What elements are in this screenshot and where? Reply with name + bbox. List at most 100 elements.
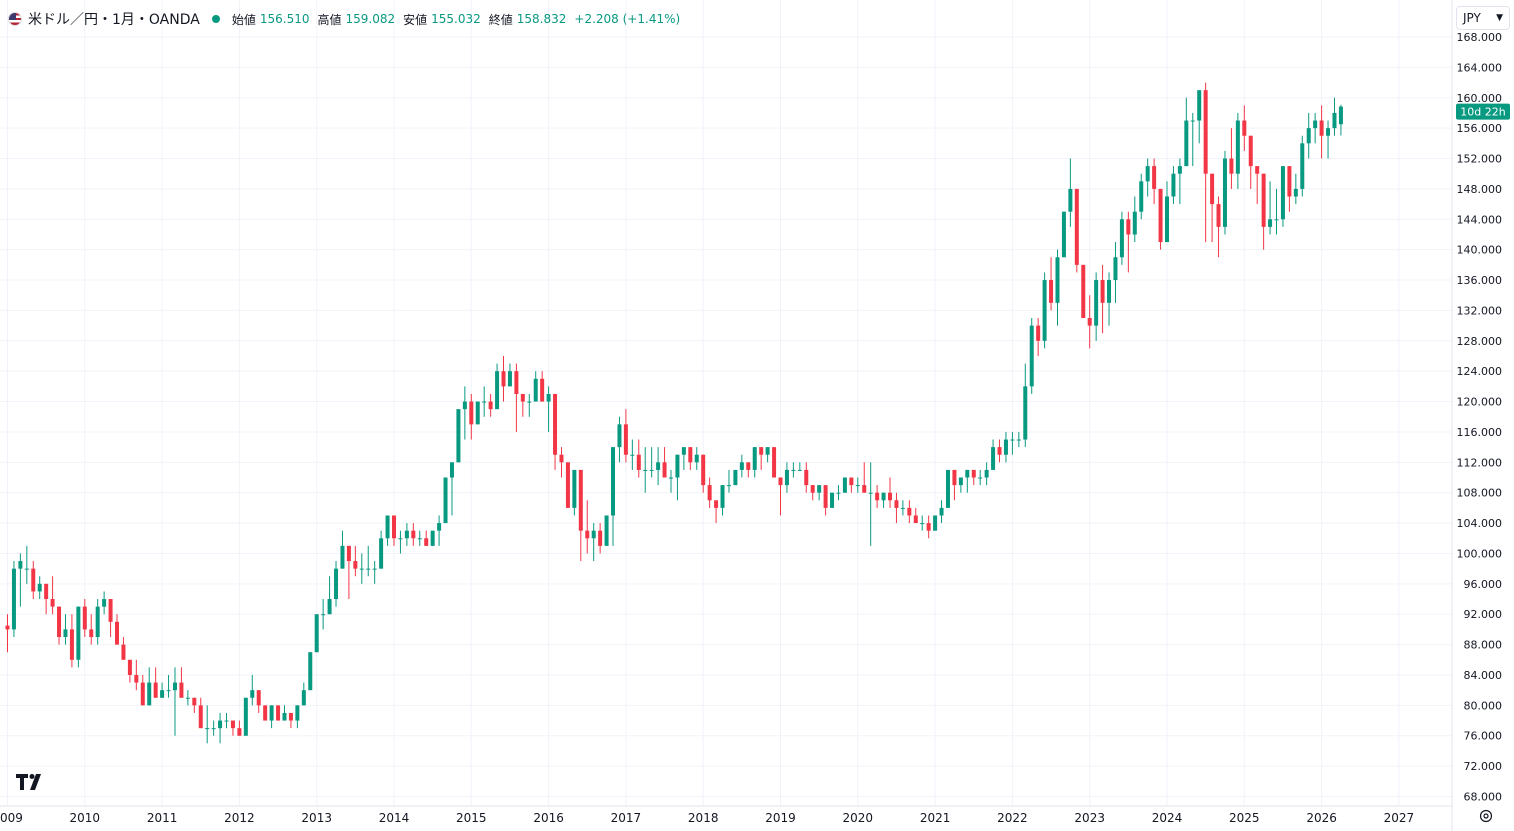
candle-body (1107, 280, 1112, 303)
time-axis[interactable]: 009 2010 2011 2012 2013 2014 2015 2016 2017 2018 2… (0, 811, 1414, 825)
candle-body (920, 523, 925, 525)
candle-body (900, 507, 905, 509)
candle-body (295, 705, 300, 721)
candle-body (1158, 188, 1163, 243)
candle-body (714, 500, 719, 508)
x-tick-label: 2023 (1074, 811, 1105, 825)
candle-body (385, 515, 390, 539)
candle-body (971, 469, 976, 478)
candle-body (1293, 188, 1298, 197)
candle-body (1119, 219, 1124, 258)
candle-body (765, 447, 770, 455)
candle-body (1087, 318, 1092, 326)
candle-body (1152, 166, 1157, 189)
close-value: 158.832 (516, 12, 567, 26)
candle-body (1165, 196, 1169, 243)
us-japan-flag-icon (8, 12, 22, 26)
y-tick-label: 92.000 (1464, 608, 1503, 621)
candle-body (1016, 439, 1021, 441)
candle-body (540, 378, 545, 402)
y-tick-label: 120.000 (1457, 396, 1503, 409)
candle-body (5, 625, 10, 630)
candle-body (720, 485, 725, 508)
candle-body (482, 401, 487, 403)
candle-body (997, 447, 1002, 455)
candle-body (527, 401, 532, 403)
candle-body (945, 469, 950, 508)
candle-body (288, 712, 293, 721)
candle-body (18, 561, 23, 569)
candle-body (688, 447, 693, 463)
y-tick-label: 72.000 (1464, 760, 1503, 773)
candle-body (507, 371, 512, 387)
candle-body (1306, 128, 1311, 144)
candle-body (1049, 280, 1054, 303)
candle-body (411, 530, 416, 539)
candle-body (1313, 120, 1318, 129)
candle-body (140, 682, 145, 706)
candle-body (424, 538, 429, 546)
candle-body (1300, 143, 1305, 189)
price-axis[interactable]: 68.000 72.000 76.000 80.000 84.000 88.000 92.0… (1457, 31, 1503, 804)
candle-body (649, 469, 654, 471)
candle-body (134, 674, 139, 683)
candle-body (198, 705, 203, 729)
candle-body (1113, 257, 1118, 281)
candle-body (823, 485, 828, 508)
tradingview-logo-icon[interactable] (16, 774, 46, 794)
candle-body (598, 530, 603, 546)
x-tick-label: 2022 (997, 811, 1028, 825)
candle-body (237, 728, 242, 736)
currency-button[interactable]: JPY ▼ (1456, 6, 1510, 30)
candle-body (520, 393, 525, 402)
candle-body (1268, 219, 1273, 227)
candle-body (533, 378, 538, 402)
candle-body (102, 599, 107, 607)
candle-body (366, 568, 371, 570)
candle-body (469, 401, 474, 425)
candle-body (553, 393, 558, 455)
candle-body (192, 697, 197, 706)
candle-body (926, 523, 931, 531)
candle-body (707, 485, 712, 501)
candle-body (1332, 112, 1337, 129)
candle-body (1287, 166, 1292, 197)
candle-body (1074, 188, 1079, 265)
candle-body (746, 462, 751, 470)
candle-body (784, 469, 789, 486)
candle-body (681, 447, 686, 455)
candle-body (95, 606, 100, 638)
candle-body (417, 538, 422, 540)
candle-body (862, 485, 867, 493)
candle-body (224, 720, 229, 722)
chart-legend: 米ドル／円・1月・OANDA 始値 156.510 高値 159.082 安値 … (8, 8, 680, 30)
candle-body (984, 469, 989, 478)
candle-body (172, 682, 177, 691)
candle-body (939, 507, 944, 516)
candle-body (462, 401, 467, 410)
x-tick-label: 2015 (456, 811, 487, 825)
candle-body (185, 697, 190, 699)
open-value: 156.510 (259, 12, 310, 26)
symbol-title[interactable]: 米ドル／円・1月・OANDA (28, 12, 200, 28)
candle-body (1203, 90, 1208, 174)
change-value: +2.208 (+1.41%) (574, 12, 681, 26)
candle-body (314, 614, 319, 653)
candle-body (179, 682, 184, 698)
candle-body (668, 477, 673, 479)
candle-body (791, 469, 796, 471)
candle-body (321, 614, 326, 616)
x-tick-label: 2024 (1152, 811, 1183, 825)
candle-body (1003, 439, 1008, 455)
candle-body (1100, 280, 1105, 303)
candle-body (797, 469, 802, 471)
candle-body (230, 720, 235, 729)
x-tick-label: 2025 (1229, 811, 1260, 825)
candle-body (263, 705, 268, 721)
candle-body (31, 568, 36, 592)
candle-body (50, 599, 55, 607)
candle-body (888, 492, 893, 501)
gear-icon[interactable] (1478, 808, 1494, 828)
x-tick-label: 2021 (920, 811, 951, 825)
